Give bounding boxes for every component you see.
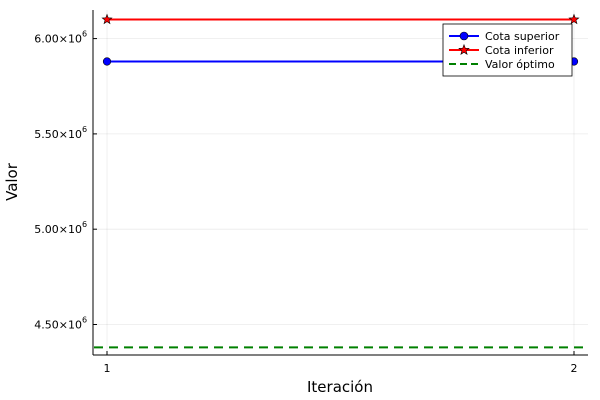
y-tick-label: 4.50×10 <box>34 319 82 332</box>
legend-label: Valor óptimo <box>485 58 555 71</box>
y-tick-label: 5.50×10 <box>34 128 82 141</box>
y-tick-label: 5.00×10 <box>34 223 82 236</box>
y-ticks: 4.50×10 65.00×10 65.50×10 66.00×10 6 <box>34 30 97 332</box>
x-tick-label: 1 <box>104 362 111 375</box>
y-tick-exponent: 6 <box>82 125 87 134</box>
y-tick-exponent: 6 <box>82 30 87 39</box>
x-axis-label: Iteración <box>307 378 373 396</box>
y-tick-label: 6.00×10 <box>34 33 82 46</box>
series-point-0-0 <box>102 57 112 66</box>
y-tick-exponent: 6 <box>82 220 87 229</box>
series-point-1-1 <box>568 13 580 25</box>
legend-marker <box>458 43 470 55</box>
axes <box>92 10 588 356</box>
legend-marker <box>459 31 469 41</box>
y-tick-exponent: 6 <box>82 316 87 325</box>
grid-lines <box>93 10 588 355</box>
x-tick-label: 2 <box>570 362 577 375</box>
y-axis-label: Valor <box>3 162 21 201</box>
legend-label: Cota inferior <box>485 44 554 57</box>
legend-label: Cota superior <box>485 30 560 43</box>
series-point-1-0 <box>101 13 113 25</box>
